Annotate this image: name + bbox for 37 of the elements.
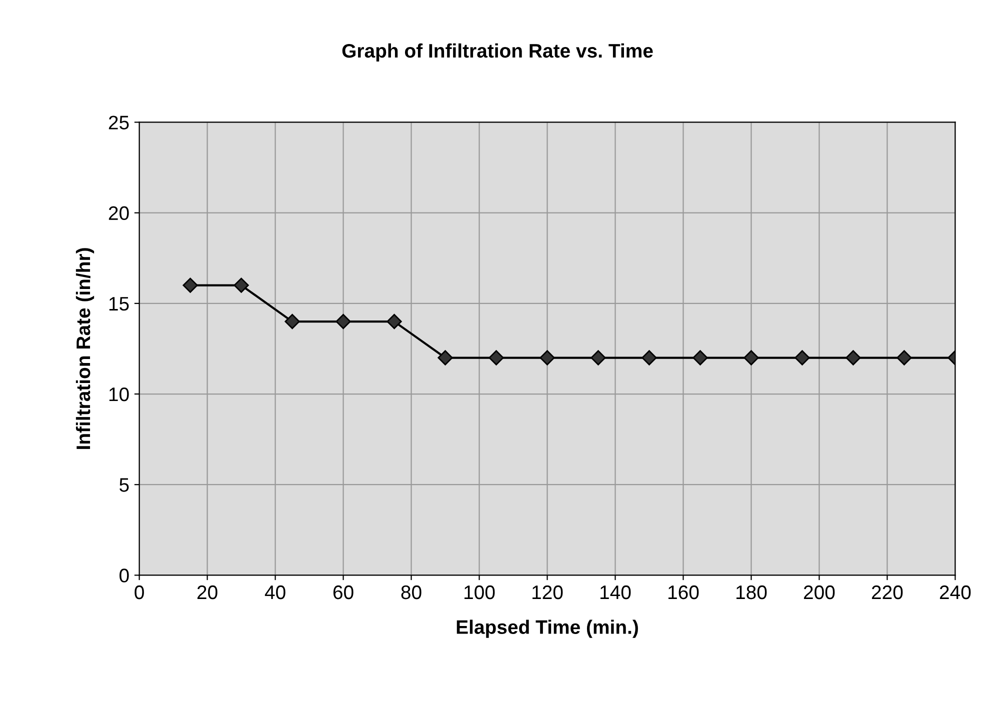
point bbox=[896, 350, 912, 366]
x-tick-label: 20 bbox=[197, 585, 218, 600]
point bbox=[590, 350, 606, 366]
x-tick-label: 120 bbox=[532, 585, 563, 600]
x-tick-label: 240 bbox=[940, 585, 971, 600]
point bbox=[692, 350, 708, 366]
x-tick-label: 160 bbox=[668, 585, 699, 600]
point bbox=[540, 350, 555, 366]
point bbox=[794, 350, 810, 366]
x-tick-label: 220 bbox=[872, 585, 903, 600]
point bbox=[336, 314, 351, 330]
point bbox=[284, 314, 300, 330]
point bbox=[182, 278, 198, 293]
point bbox=[438, 350, 453, 366]
y-tick-label: 5 bbox=[120, 478, 129, 492]
y-tick-label: 0 bbox=[120, 568, 129, 582]
y-tick-label: 10 bbox=[109, 387, 129, 402]
y-axis-title: Infiltration Rate (in/hr) bbox=[76, 248, 94, 449]
x-tick-label: 180 bbox=[736, 585, 767, 600]
point bbox=[744, 350, 759, 366]
x-axis-title: Elapsed Time (min.) bbox=[456, 620, 638, 638]
x-tick-label: 80 bbox=[401, 585, 422, 600]
x-tick-label: 60 bbox=[333, 585, 354, 600]
y-tick-label: 20 bbox=[108, 206, 129, 220]
x-tick-label: 200 bbox=[804, 585, 835, 600]
y-tick-label: 25 bbox=[108, 116, 129, 130]
point bbox=[386, 314, 402, 330]
x-tick-label: 100 bbox=[464, 585, 495, 600]
x-tick-label: 0 bbox=[134, 585, 144, 600]
x-tick-label: 40 bbox=[264, 585, 286, 600]
x-tick-label: 140 bbox=[600, 585, 631, 600]
point bbox=[642, 350, 657, 366]
point bbox=[488, 350, 504, 366]
y-tick-label: 15 bbox=[109, 297, 129, 311]
point bbox=[846, 350, 861, 366]
point bbox=[234, 278, 249, 293]
chart-title: Graph of Infiltration Rate vs. Time bbox=[342, 43, 653, 62]
